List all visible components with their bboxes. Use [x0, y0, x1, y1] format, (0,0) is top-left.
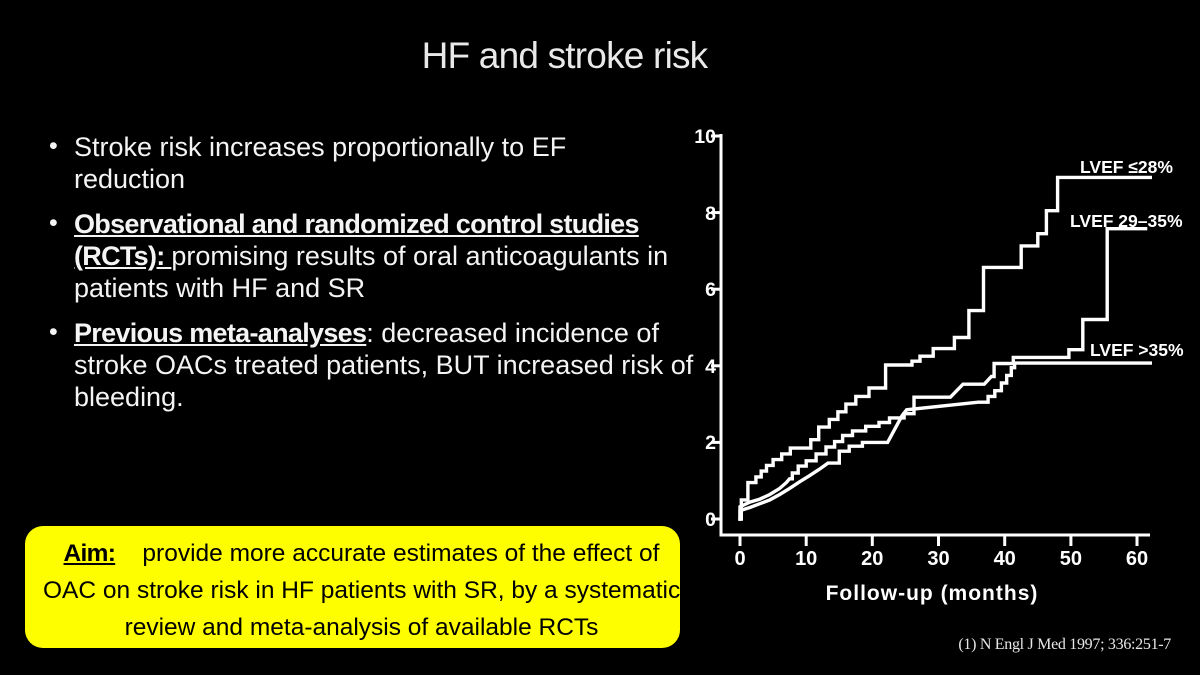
svg-text:20: 20 — [861, 548, 883, 570]
svg-text:LVEF >35%: LVEF >35% — [1090, 340, 1184, 360]
svg-text:2: 2 — [705, 432, 716, 454]
svg-text:30: 30 — [927, 548, 949, 570]
svg-text:0: 0 — [734, 548, 745, 570]
svg-text:50: 50 — [1060, 548, 1082, 570]
svg-text:4: 4 — [705, 356, 716, 378]
svg-text:0: 0 — [705, 509, 716, 531]
svg-text:LVEF 29–35%: LVEF 29–35% — [1070, 211, 1183, 231]
svg-text:10: 10 — [795, 548, 817, 570]
svg-text:40: 40 — [994, 548, 1016, 570]
svg-text:10: 10 — [694, 126, 716, 148]
svg-text:LVEF ≤28%: LVEF ≤28% — [1080, 157, 1173, 177]
svg-text:Follow-up (months): Follow-up (months) — [826, 582, 1039, 605]
svg-text:6: 6 — [705, 279, 716, 301]
svg-text:8: 8 — [705, 203, 716, 225]
svg-text:60: 60 — [1126, 548, 1148, 570]
